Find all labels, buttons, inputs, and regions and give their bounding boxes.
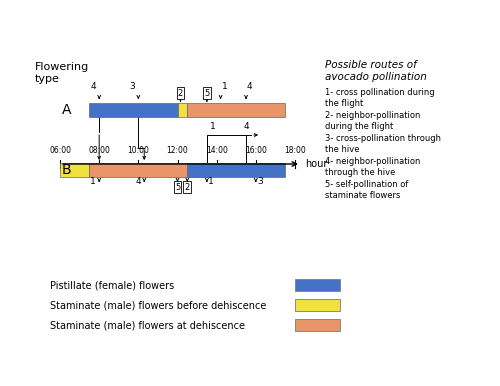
Text: 18:00: 18:00 <box>284 146 306 155</box>
Text: 2: 2 <box>178 88 183 98</box>
Text: Staminate (male) flowers before dehiscence: Staminate (male) flowers before dehiscen… <box>50 300 266 310</box>
Bar <box>295 299 340 311</box>
Text: 4: 4 <box>136 176 141 186</box>
Text: Pistillate (female) flowers: Pistillate (female) flowers <box>50 280 174 290</box>
Bar <box>295 279 340 291</box>
Bar <box>295 319 340 331</box>
Text: 1: 1 <box>222 82 228 91</box>
Bar <box>188 163 285 177</box>
Text: Possible routes of
avocado pollination: Possible routes of avocado pollination <box>325 60 427 82</box>
Text: 4: 4 <box>244 122 250 131</box>
Text: 12:00: 12:00 <box>166 146 188 155</box>
Text: 3: 3 <box>130 82 136 91</box>
Text: B: B <box>62 163 72 177</box>
Text: 3: 3 <box>257 176 262 186</box>
Text: 1- cross pollination during
the flight
2- neighbor-pollination
during the flight: 1- cross pollination during the flight 2… <box>325 88 441 200</box>
Text: 4: 4 <box>247 82 252 91</box>
Text: 10:00: 10:00 <box>128 146 150 155</box>
Text: 06:00: 06:00 <box>49 146 71 155</box>
Text: hour: hour <box>305 159 327 169</box>
Text: 1: 1 <box>90 176 96 186</box>
Bar <box>60 163 90 177</box>
Bar <box>188 103 285 117</box>
Text: 1: 1 <box>208 176 214 186</box>
Bar <box>90 103 178 117</box>
Text: 14:00: 14:00 <box>206 146 228 155</box>
Text: 1: 1 <box>210 122 216 131</box>
Text: 4: 4 <box>90 82 96 91</box>
Text: A: A <box>62 103 72 117</box>
Text: 16:00: 16:00 <box>245 146 267 155</box>
Text: Staminate (male) flowers at dehiscence: Staminate (male) flowers at dehiscence <box>50 320 245 330</box>
Text: 5: 5 <box>204 88 210 98</box>
Text: 2: 2 <box>184 183 190 191</box>
Bar <box>90 163 207 177</box>
Text: 08:00: 08:00 <box>88 146 110 155</box>
Text: 5: 5 <box>175 183 180 191</box>
Text: Flowering
type: Flowering type <box>35 62 89 85</box>
Bar <box>178 103 188 117</box>
